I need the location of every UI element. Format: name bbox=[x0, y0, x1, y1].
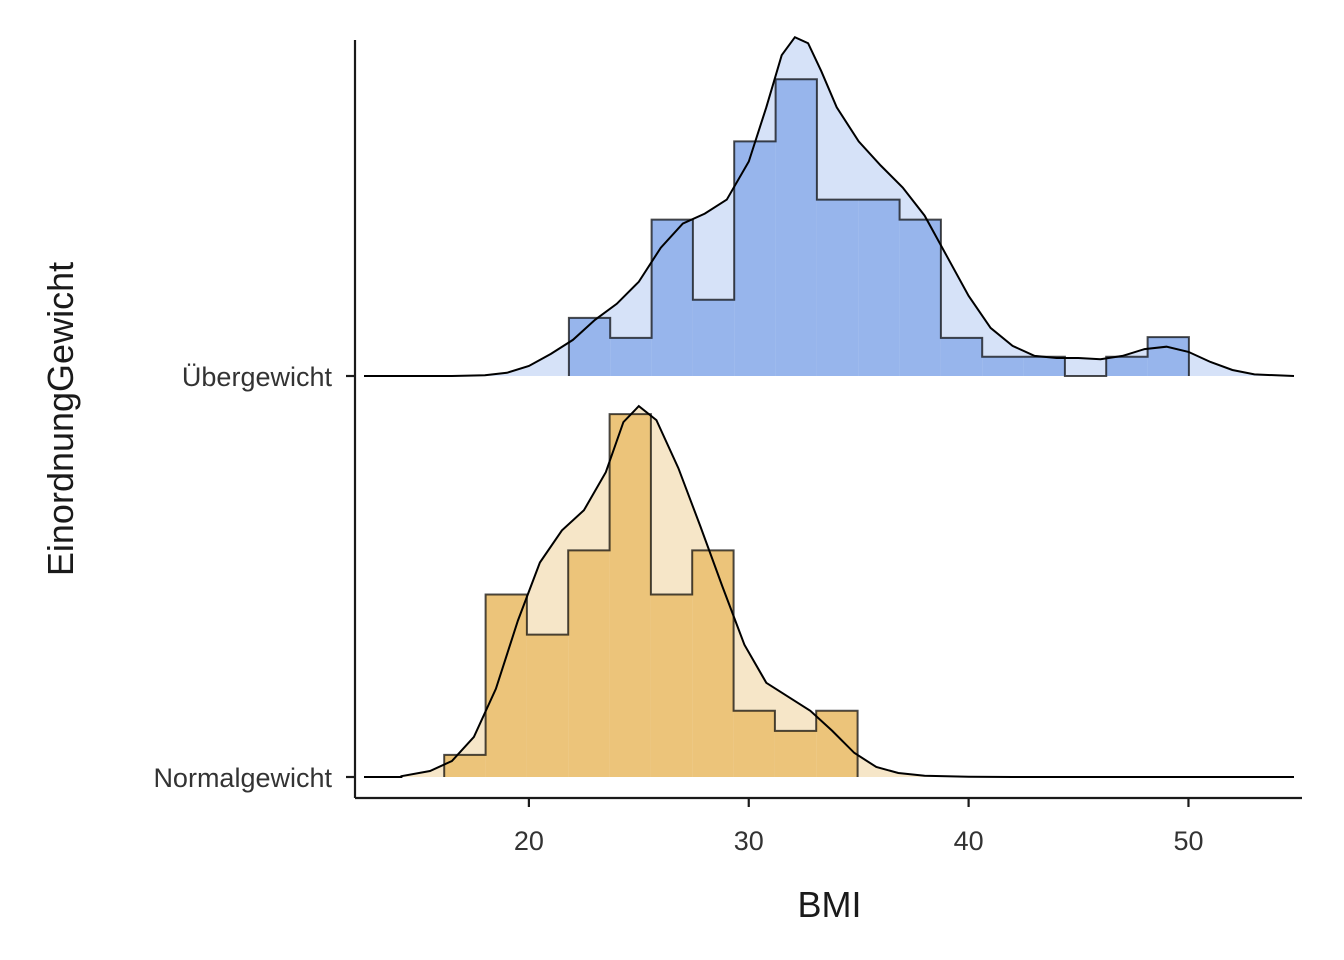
histogram-bar--bergewicht bbox=[734, 141, 776, 376]
density-line-normalgewicht bbox=[364, 404, 1294, 778]
axes bbox=[353, 40, 1302, 800]
histogram-bar--bergewicht bbox=[858, 199, 900, 376]
ridge-normalgewicht bbox=[364, 404, 1294, 778]
x-tick-label: 30 bbox=[734, 826, 764, 856]
x-tick-label: 40 bbox=[954, 826, 984, 856]
histogram-outline--bergewicht bbox=[567, 78, 1190, 377]
histogram-bar-normalgewicht bbox=[485, 594, 527, 777]
y-axis-title: EinordnungGewicht bbox=[40, 262, 81, 576]
y-ticks: Normalgewicht Übergewicht bbox=[153, 362, 355, 793]
histogram-bar--bergewicht bbox=[982, 356, 1024, 376]
histogram-bar--bergewicht bbox=[899, 219, 941, 376]
histogram-bar-normalgewicht bbox=[650, 594, 693, 777]
histogram-bar-normalgewicht bbox=[526, 634, 569, 777]
ridge--bergewicht bbox=[364, 35, 1295, 377]
histogram-bar--bergewicht bbox=[1106, 356, 1148, 376]
x-axis-title: BMI bbox=[797, 884, 861, 925]
ridge-layers bbox=[364, 35, 1295, 778]
histogram-bar-normalgewicht bbox=[568, 550, 610, 777]
histogram-bar--bergewicht bbox=[1147, 337, 1189, 376]
density-line--bergewicht bbox=[364, 35, 1295, 377]
histogram-bar-normalgewicht bbox=[692, 550, 734, 777]
histogram-bar--bergewicht bbox=[692, 299, 735, 376]
histogram-outline-normalgewicht bbox=[443, 413, 859, 777]
x-ticks: 20 30 40 50 bbox=[514, 798, 1203, 856]
histogram-bar--bergewicht bbox=[1023, 356, 1065, 376]
histogram-bar--bergewicht bbox=[775, 79, 817, 377]
x-tick-label: 20 bbox=[514, 826, 544, 856]
histogram-bar--bergewicht bbox=[816, 199, 859, 376]
histogram-bar-normalgewicht bbox=[733, 710, 775, 777]
histogram-bar--bergewicht bbox=[610, 337, 652, 376]
histogram-bar--bergewicht bbox=[568, 317, 611, 376]
histogram-bar--bergewicht bbox=[651, 219, 693, 376]
histogram-bar-normalgewicht bbox=[609, 414, 651, 777]
histogram-bar-normalgewicht bbox=[444, 754, 486, 777]
y-tick-label: Übergewicht bbox=[182, 362, 333, 392]
histogram-bar--bergewicht bbox=[940, 337, 983, 376]
x-tick-label: 50 bbox=[1173, 826, 1203, 856]
y-tick-label: Normalgewicht bbox=[153, 763, 332, 793]
histogram-bar-normalgewicht bbox=[774, 730, 817, 777]
